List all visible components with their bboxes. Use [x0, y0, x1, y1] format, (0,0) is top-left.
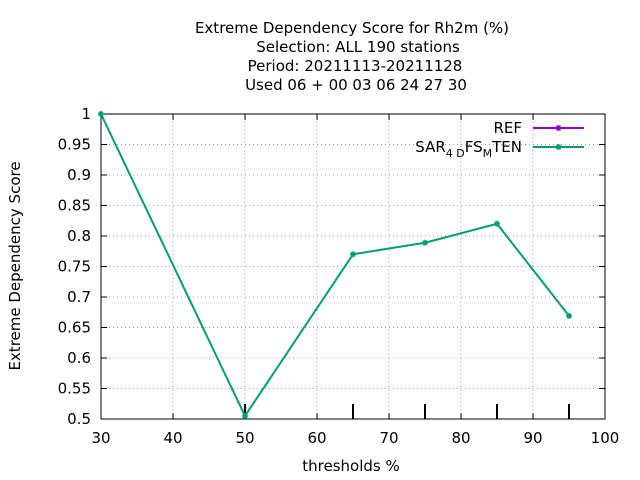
x-axis-ticks: 30 40 50 60 70 80 90 100 — [91, 114, 619, 447]
y-tick-label: 0.7 — [67, 288, 91, 306]
data-point — [566, 312, 572, 319]
legend-label-ref: REF — [493, 119, 522, 137]
y-tick-label: 0.6 — [67, 349, 91, 367]
x-axis-label: thresholds % — [302, 457, 399, 475]
x-tick-label: 70 — [379, 429, 398, 447]
title-line-3: Period: 20211113-20211128 — [248, 57, 463, 75]
x-tick-label: 30 — [91, 429, 110, 447]
y-axis-ticks: 0.5 0.55 0.6 0.65 0.7 0.75 0.8 0.85 0.9 0.95 1 — [58, 105, 605, 428]
data-point — [494, 220, 500, 227]
series-line-1 — [100, 113, 570, 418]
y-tick-label: 1 — [81, 105, 91, 123]
legend-marker-ref — [555, 125, 562, 131]
y-tick-label: 0.8 — [67, 227, 91, 245]
x-tick-label: 40 — [163, 429, 182, 447]
y-tick-label: 0.55 — [58, 380, 91, 398]
data-point — [350, 251, 356, 258]
series-group — [98, 111, 572, 419]
legend-entry-sar: SAR4 DFSMTEN — [415, 138, 584, 160]
y-tick-label: 0.9 — [67, 166, 91, 184]
data-point — [242, 412, 248, 419]
x-tick-label: 60 — [307, 429, 326, 447]
data-point — [422, 239, 428, 246]
x-tick-label: 80 — [451, 429, 470, 447]
y-tick-label: 0.75 — [58, 258, 91, 276]
x-tick-label: 100 — [591, 429, 620, 447]
y-tick-label: 0.85 — [58, 197, 91, 215]
grid-lines — [101, 114, 605, 419]
legend-label-sub-4d: 4 D — [446, 147, 465, 160]
y-tick-label: 0.65 — [58, 319, 91, 337]
legend-label-sar: SAR4 DFSMTEN — [415, 138, 522, 160]
legend-label-sub-m: M — [483, 147, 493, 160]
legend-label-part-fs: FS — [465, 138, 483, 156]
title-line-2: Selection: ALL 190 stations — [256, 38, 460, 56]
data-point — [98, 111, 104, 117]
x-tick-label: 50 — [235, 429, 254, 447]
x-tick-label: 90 — [523, 429, 542, 447]
threshold-marks — [244, 404, 570, 419]
legend-entry-ref: REF — [493, 119, 584, 137]
y-tick-label: 0.95 — [58, 136, 91, 154]
legend-marker-sar — [555, 144, 562, 150]
title-line-1: Extreme Dependency Score for Rh2m (%) — [195, 19, 509, 37]
y-axis-label: Extreme Dependency Score — [6, 161, 24, 370]
plot-frame — [100, 113, 606, 420]
title-line-4: Used 06 + 00 03 06 24 27 30 — [245, 76, 467, 94]
legend-label-part-ten: TEN — [491, 138, 522, 156]
y-tick-label: 0.5 — [67, 410, 91, 428]
chart-title: Extreme Dependency Score for Rh2m (%) Se… — [195, 19, 509, 94]
legend-label-part-sar: SAR — [415, 138, 445, 156]
legend: REF SAR4 DFSMTEN — [415, 119, 584, 160]
